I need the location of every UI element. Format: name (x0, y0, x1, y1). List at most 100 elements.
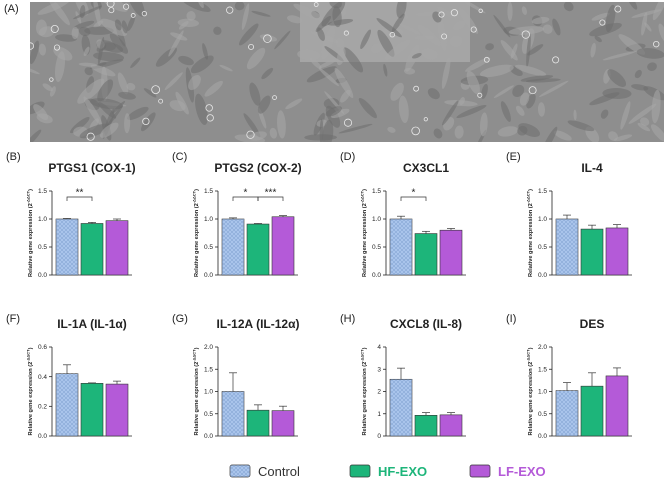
cell (178, 55, 194, 66)
bar (105, 383, 129, 437)
legend-swatch (469, 464, 491, 478)
cell (325, 106, 342, 117)
cell (71, 26, 79, 40)
y-tick-label: 0.0 (372, 272, 381, 279)
cell (658, 23, 664, 42)
cell (437, 15, 447, 51)
cell (181, 2, 211, 12)
y-axis-label: Relative gene expression (2-ΔΔCT) (26, 347, 35, 435)
y-tick-label: 1.0 (38, 216, 47, 223)
cell (500, 40, 518, 61)
y-axis-label-main: Relative gene expression (2 (528, 362, 534, 436)
error-bar (63, 218, 71, 219)
cell (573, 109, 577, 121)
error-bar (563, 214, 571, 219)
bar-hatch (222, 219, 244, 275)
cell (590, 42, 596, 58)
cell (126, 82, 136, 91)
cell-nucleus (30, 42, 35, 50)
bar (271, 410, 295, 437)
y-tick-label: 0.0 (204, 272, 213, 279)
legend-label: Control (258, 464, 300, 479)
cell (652, 2, 664, 21)
cell (309, 57, 322, 70)
bar (580, 385, 604, 437)
cell (277, 110, 286, 139)
y-tick-label: 1.0 (538, 389, 547, 396)
cell (130, 57, 141, 69)
cell (99, 122, 119, 138)
cell (39, 26, 55, 38)
bar-hatch (222, 391, 244, 436)
cell-nucleus (248, 43, 255, 50)
significance-label: *** (265, 188, 277, 199)
cell-nucleus (246, 130, 255, 139)
y-tick-label: 1.5 (372, 188, 381, 195)
cell-nucleus (86, 132, 95, 141)
y-axis-label-main: Relative gene expression (2 (362, 362, 368, 436)
y-tick-label: 0.5 (38, 244, 47, 251)
cell-nucleus (151, 85, 161, 94)
cell-nucleus (123, 3, 130, 10)
cell-nucleus (450, 9, 458, 17)
cell-nucleus (50, 25, 59, 33)
cell (186, 11, 196, 21)
y-axis-label-sup: -ΔΔCT (26, 349, 31, 362)
cell (140, 112, 156, 132)
cell (449, 35, 463, 47)
bar (605, 375, 629, 437)
cell (454, 125, 464, 139)
bar (246, 409, 270, 437)
cell (190, 55, 214, 74)
cell (520, 75, 554, 82)
bar (414, 415, 438, 437)
cell (444, 100, 478, 107)
cell (600, 109, 609, 119)
cell (370, 43, 383, 54)
bar-hatch (390, 379, 412, 436)
y-tick-label: 1.5 (538, 188, 547, 195)
chart-title: IL-1A (IL-1α) (57, 317, 127, 331)
y-axis-label-main: Relative gene expression (2 (28, 362, 34, 436)
y-axis-label-close: ) (362, 347, 368, 349)
cell (101, 2, 128, 12)
cell (124, 113, 131, 134)
panel-label: (I) (506, 313, 516, 325)
cell (537, 102, 546, 117)
error-bar (447, 412, 455, 415)
cell-nucleus (599, 19, 606, 26)
cell (73, 5, 102, 20)
cell-nucleus (53, 44, 61, 51)
cell (607, 69, 627, 87)
y-axis-label-sup: -ΔΔCT (526, 349, 531, 362)
cell (246, 47, 266, 70)
cell (481, 83, 488, 100)
cell (330, 108, 350, 119)
error-bar (113, 380, 121, 385)
error-bar (613, 367, 621, 376)
cell (127, 106, 149, 121)
cell (390, 82, 404, 101)
bar (80, 383, 104, 437)
cell-nucleus (130, 13, 136, 18)
cell (396, 2, 407, 19)
y-axis-label-sup: -ΔΔCT (526, 190, 531, 203)
cell (433, 128, 443, 139)
cell (84, 67, 93, 76)
cell (261, 67, 274, 80)
y-axis-label-sup: -ΔΔCT (360, 349, 365, 362)
cell (437, 6, 457, 19)
y-axis-label-close: ) (528, 347, 534, 349)
y-tick-label: 0.5 (204, 411, 213, 418)
y-tick-label: 2 (377, 389, 381, 396)
y-tick-label: 1.5 (538, 366, 547, 373)
cell (83, 46, 90, 57)
error-bar (63, 364, 71, 374)
cell (457, 2, 486, 14)
y-axis-label-main: Relative gene expression (2 (194, 362, 200, 436)
cell-nucleus (477, 92, 483, 98)
significance-label: * (244, 188, 248, 199)
cell (526, 33, 531, 68)
cell-nucleus (263, 34, 272, 43)
y-tick-label: 0.0 (538, 433, 547, 440)
